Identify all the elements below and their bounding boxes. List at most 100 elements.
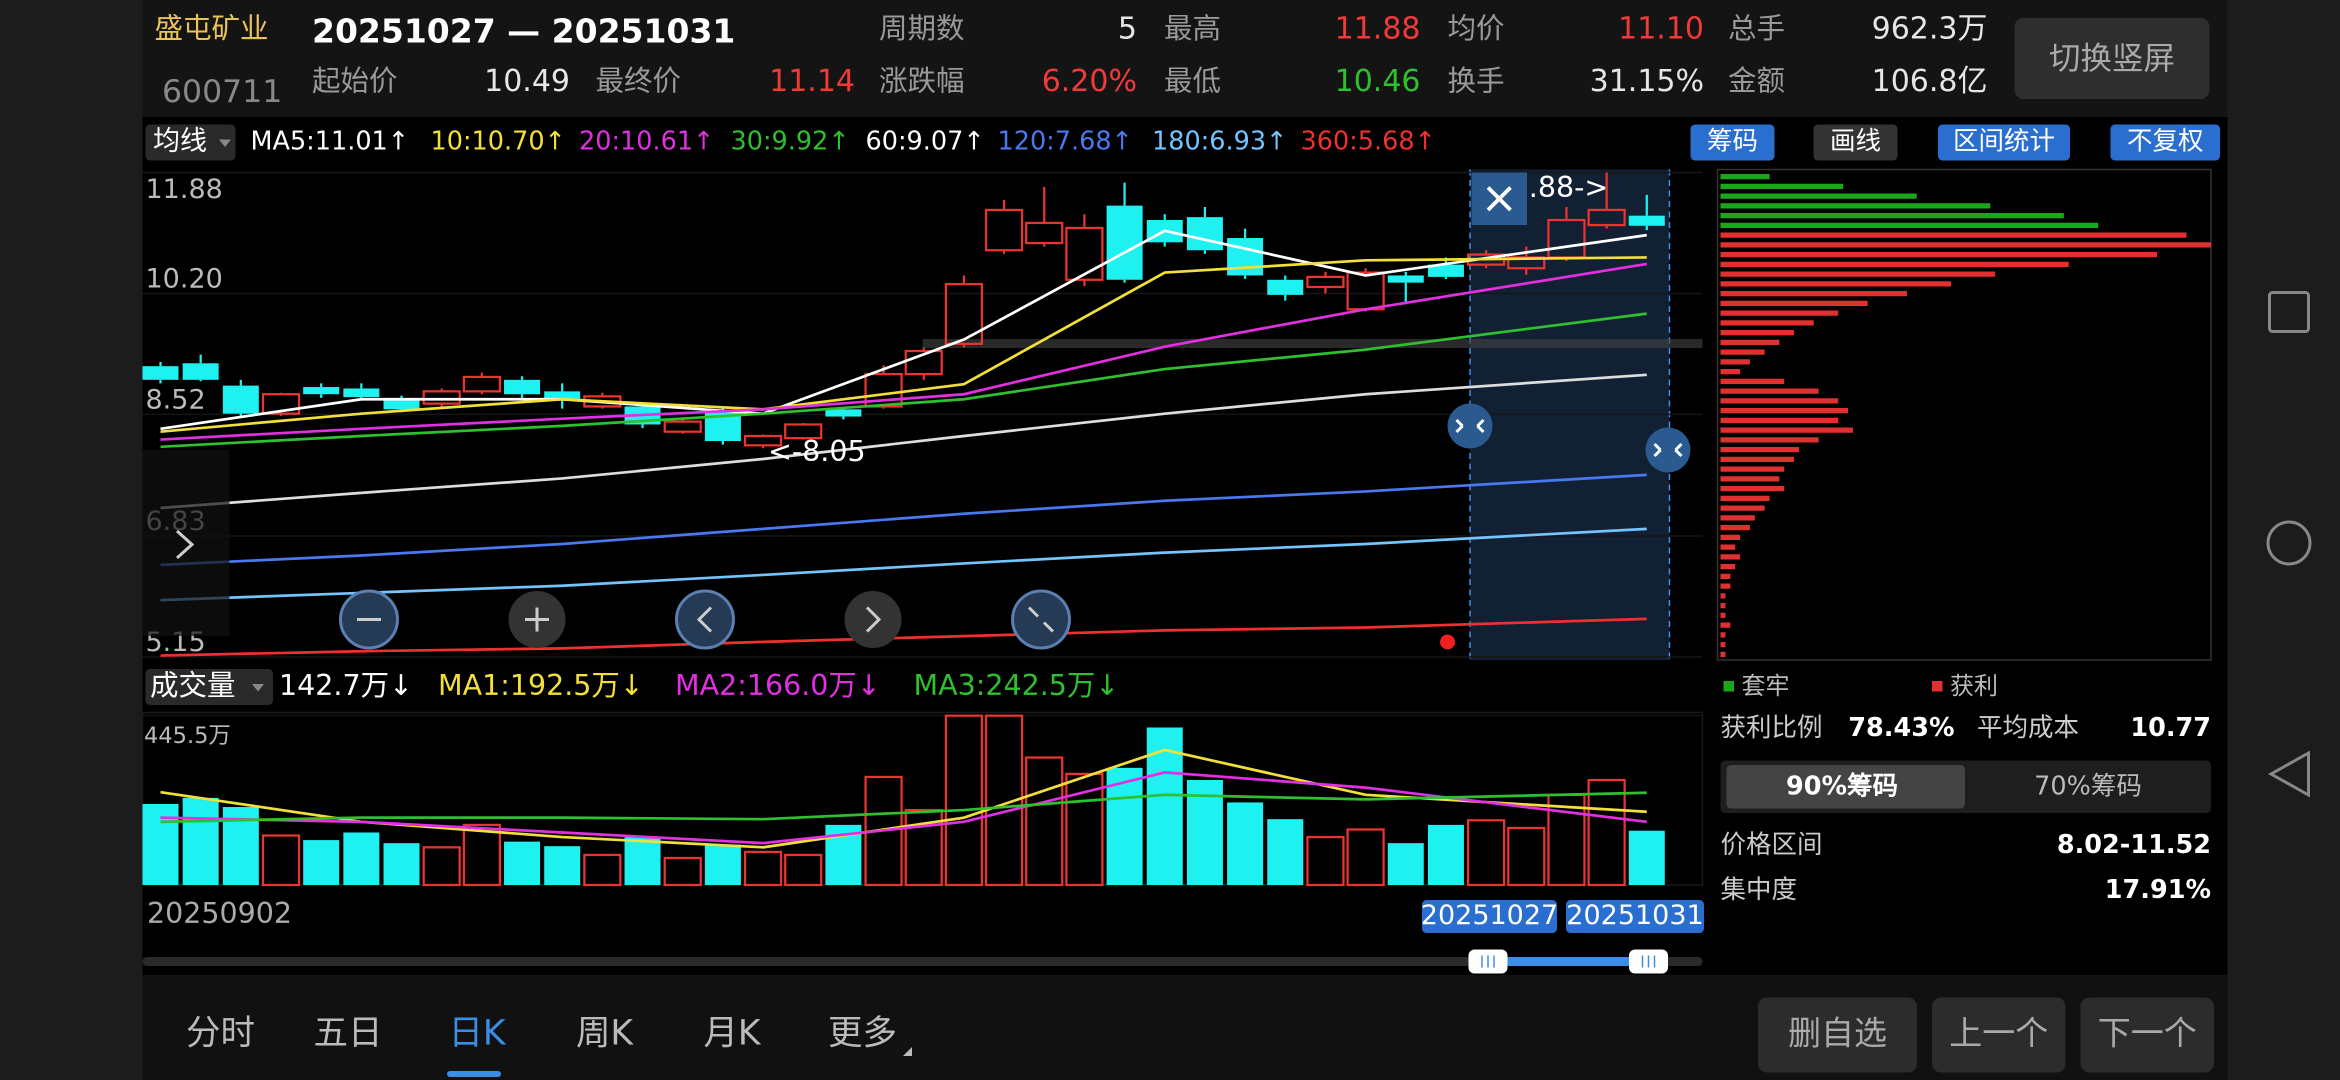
volume-bar [1186, 779, 1223, 885]
y-tick-label: 8.52 [146, 384, 206, 415]
candle-body [303, 387, 340, 395]
volume-bar [182, 797, 219, 885]
stat-value: 10.49 [484, 64, 570, 99]
range-handle[interactable] [1447, 403, 1493, 449]
volume-selector[interactable] [145, 669, 274, 705]
chip-bar [1720, 573, 1731, 579]
range-end-tag[interactable] [1566, 900, 1704, 933]
candle-body [743, 434, 783, 447]
candle-body [1387, 275, 1424, 283]
footer-button[interactable] [1932, 997, 2066, 1073]
handle-grip [1481, 955, 1656, 968]
dropdown-arrow [219, 139, 231, 147]
annotation: <-8.05 [768, 435, 866, 468]
date-range: 20251027 — 20251031 [312, 12, 735, 51]
switch-button-label: 切换竖屏 [2049, 41, 2175, 77]
period-tab[interactable]: 更多 [828, 1014, 897, 1054]
nav-recent[interactable] [2268, 291, 2310, 333]
ma-button-label: 画线 [1830, 127, 1881, 157]
info-label: 价格区间 [1721, 830, 1823, 860]
stat-value: 106.8亿 [1872, 64, 1988, 99]
chip-bar [1720, 417, 1839, 423]
ma-button[interactable] [2110, 124, 2221, 161]
chip-bar [1720, 564, 1736, 570]
range-end-label: 20251031 [1566, 900, 1703, 931]
candle-body [1267, 279, 1304, 295]
chip-bar [1720, 651, 1726, 657]
scroll-range[interactable] [1485, 957, 1650, 966]
period-tab[interactable]: 月K [703, 1014, 761, 1054]
volume-bar [743, 850, 783, 887]
stat-value: 10.46 [1335, 64, 1421, 99]
candle-body [944, 282, 984, 345]
chip-bar [1720, 525, 1750, 531]
chips-frame [1716, 168, 2212, 661]
period-tab[interactable]: 周K [576, 1014, 634, 1054]
period-tab[interactable]: 五日 [314, 1014, 383, 1054]
volume-bar [1346, 828, 1385, 887]
ma-button[interactable] [1813, 124, 1898, 161]
candle-body [1025, 221, 1064, 245]
ma-button[interactable] [1938, 124, 2070, 161]
chips-tab-active[interactable] [1726, 765, 1966, 809]
candle-body [1628, 215, 1665, 226]
stat-label: 总手 [1728, 12, 1785, 45]
chip-bar [1720, 183, 1844, 189]
volume-bar [1227, 802, 1264, 885]
stat-value: 31.15% [1590, 64, 1704, 99]
switch-button[interactable] [2014, 18, 2210, 99]
y-tick-label: 10.20 [146, 263, 223, 294]
ma-legend: 360:5.68↑ [1301, 127, 1436, 157]
chip-bar [1720, 466, 1785, 472]
stat-label: 最低 [1164, 65, 1221, 98]
period-tab[interactable]: 日K [448, 1014, 506, 1054]
footer-button[interactable] [2080, 997, 2215, 1073]
candle-body [343, 388, 380, 398]
candle-body [1427, 264, 1464, 277]
handle-glyphs [1455, 418, 1683, 458]
ma-button-label: 不复权 [2127, 127, 2204, 157]
nav-back[interactable] [2267, 750, 2310, 798]
move-right[interactable] [844, 591, 902, 648]
legend-label: 获利 [1950, 672, 1998, 700]
candle-body [864, 372, 903, 408]
chip-bar [1720, 612, 1726, 618]
expand-icon[interactable] [175, 529, 195, 560]
ma-selector[interactable] [145, 124, 236, 161]
left-strip [0, 0, 143, 1080]
ma-line [160, 373, 1647, 510]
move-left[interactable] [675, 589, 735, 650]
info-value: 10.77 [2130, 713, 2211, 743]
chip-bar [1720, 193, 1917, 199]
stat-label: 周期数 [879, 12, 965, 45]
period-tab[interactable]: 分时 [186, 1014, 255, 1054]
info-value: 78.43% [1848, 713, 1954, 743]
chip-bar [1720, 261, 2069, 267]
ma-legend: 30:9.92↑ [731, 127, 850, 157]
chip-bar [1720, 203, 1991, 209]
ma-button-label: 区间统计 [1953, 127, 2055, 157]
chip-bar [1720, 291, 1907, 297]
volume-bar [1587, 778, 1626, 887]
ma-button[interactable] [1690, 124, 1775, 161]
footer-button[interactable] [1758, 997, 1917, 1073]
volume-bar [1106, 767, 1143, 885]
marker-dot [1440, 634, 1455, 650]
candle-body [663, 420, 702, 433]
candle-body [1306, 275, 1345, 289]
volume-bar [904, 808, 943, 887]
ma-line [160, 256, 1647, 434]
candle-body [825, 409, 862, 417]
chip-bar [1720, 544, 1736, 550]
range-handle[interactable] [1645, 427, 1691, 473]
chip-bar [1720, 515, 1755, 521]
candle-body [1587, 208, 1626, 227]
range-start-tag[interactable] [1422, 900, 1557, 933]
nav-home[interactable] [2266, 520, 2312, 566]
volume-title: 成交量 [150, 669, 236, 702]
chip-bar [1720, 232, 2187, 238]
compress[interactable] [1011, 589, 1071, 650]
chip-bar [1720, 349, 1765, 355]
